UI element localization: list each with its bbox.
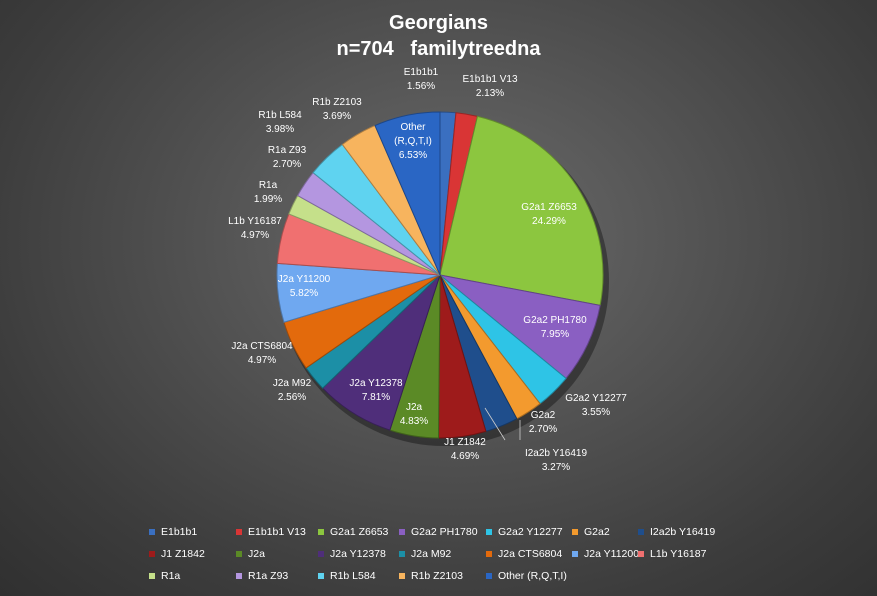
data-label: J2a Y12378 7.81% [349,378,403,403]
data-label: Other (R,Q,T,I) 6.53% [394,122,432,161]
data-label: R1a 1.99% [254,180,282,205]
data-label: I2a2b Y16419 3.27% [525,448,588,473]
data-label: G2a2 Y12277 3.55% [565,393,627,418]
data-label: G2a2 2.70% [529,410,557,435]
chart-title-line1: Georgians [389,12,488,34]
data-label: J2a 4.83% [400,402,428,427]
pie-slice-g2a1-z6653 [439,115,604,306]
data-label: R1b Z2103 3.69% [312,97,362,122]
data-label: J2a M92 2.56% [273,378,312,403]
data-label: J2a Y11200 5.82% [278,274,331,299]
data-label: L1b Y16187 4.97% [228,216,282,241]
data-label: E1b1b1 1.56% [404,67,439,92]
data-label: J1 Z1842 4.69% [444,437,486,462]
data-label: R1b L584 3.98% [258,110,302,135]
chart-title-line2: n=704 familytreedna [336,38,541,60]
leader-line [484,407,506,441]
data-label: G2a2 PH1780 7.95% [523,315,587,340]
data-label: G2a1 Z6653 24.29% [521,202,577,227]
data-label: R1a Z93 2.70% [268,145,307,170]
data-label: E1b1b1 V13 2.13% [462,74,517,99]
pie-slice-other-r-q-t-i [374,111,441,276]
data-label: J2a CTS6804 4.97% [231,341,293,366]
